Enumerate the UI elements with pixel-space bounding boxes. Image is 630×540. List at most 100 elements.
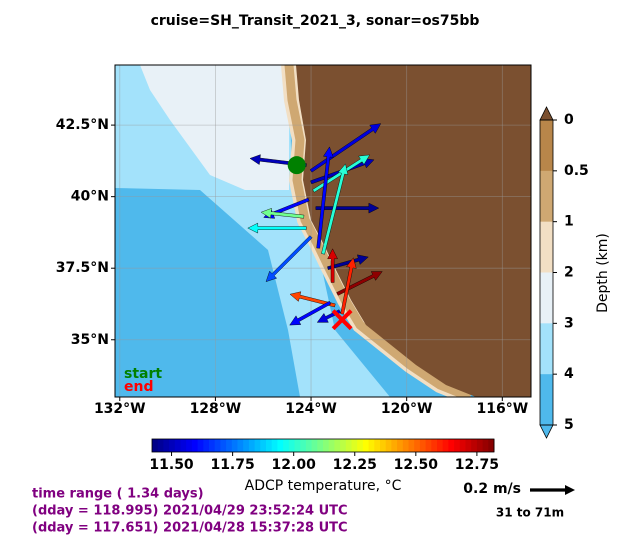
colorbar-segment	[345, 439, 352, 452]
colorbar-segment	[374, 439, 381, 452]
colorbar-segment	[391, 439, 398, 452]
colorbar-segment	[191, 439, 199, 452]
colorbar-segment	[174, 439, 181, 452]
colorbar-segment	[157, 439, 164, 452]
colorbar-segment	[288, 439, 295, 452]
colorbar-segment	[385, 439, 392, 452]
colorbar-segment	[488, 439, 495, 452]
colorbar-label: ADCP temperature, °C	[245, 478, 402, 494]
colorbar-segment	[248, 439, 256, 452]
depth-band	[540, 221, 553, 273]
colorbar-segment	[311, 439, 318, 452]
colorbar-frame	[151, 438, 495, 453]
colorbar-segment	[203, 439, 210, 452]
x-tick-label: 132°W	[94, 401, 146, 417]
colorbar-segment	[300, 439, 307, 452]
colorbar-segment	[226, 439, 233, 452]
map-frame	[114, 64, 532, 398]
colorbar-segment	[231, 439, 238, 452]
colorbar-segment	[197, 439, 204, 452]
colorbar-segment	[431, 439, 438, 452]
colorbar-segment	[425, 439, 432, 452]
depth-tick-label: 3	[564, 315, 574, 331]
time-range: time range ( 1.34 days)	[32, 487, 204, 502]
depth-tick-label: 1	[564, 214, 574, 230]
colorbar-segment	[237, 439, 244, 452]
colorbar-tick-label: 12.50	[394, 457, 439, 473]
colorbar-segment	[340, 439, 347, 452]
colorbar-segment	[317, 439, 324, 452]
colorbar-segment	[362, 439, 370, 452]
x-tick-label: 128°W	[190, 401, 242, 417]
colorbar-segment	[397, 439, 404, 452]
map-background	[115, 65, 531, 397]
colorbar-segment	[266, 439, 273, 452]
depth-band	[540, 323, 553, 375]
current-arrow	[340, 257, 357, 315]
start-marker	[287, 156, 306, 175]
depth-tick-label: 5	[564, 417, 574, 433]
depth-tick-label: 4	[564, 366, 574, 382]
colorbar-segment	[180, 439, 187, 452]
colorbar-segment	[260, 439, 267, 452]
y-tick-label: 40°N	[71, 189, 109, 205]
current-arrow	[289, 291, 336, 308]
colorbar-segment	[283, 439, 290, 452]
depth-tick-label: 2	[564, 265, 574, 281]
x-tick-label: 116°W	[476, 401, 528, 417]
colorbar-segment	[442, 439, 449, 452]
colorbar-segment	[186, 439, 193, 452]
current-arrow	[321, 163, 349, 255]
depth-tick-label: 0.5	[564, 163, 589, 179]
end-marker	[331, 309, 353, 331]
depth-band	[540, 374, 553, 426]
colorbar-segment	[408, 439, 415, 452]
depth-tick-label: 0	[564, 112, 574, 128]
time-end: (dday = 118.995) 2021/04/29 23:52:24 UTC	[32, 504, 348, 519]
colorbar-segment	[209, 439, 216, 452]
x-tick-label: 120°W	[381, 401, 433, 417]
colorbar-segment	[323, 439, 330, 452]
colorbar-tick-label: 12.00	[272, 457, 317, 473]
colorbar-segment	[482, 439, 489, 452]
current-arrow	[327, 248, 338, 283]
end-label: end	[124, 379, 153, 395]
colorbar-segment	[448, 439, 455, 452]
depth-label: Depth (km)	[595, 233, 611, 313]
colorbar-tick-label: 12.25	[333, 457, 377, 473]
current-arrow	[289, 300, 332, 326]
depth-band	[540, 170, 553, 222]
colorbar-tick-label: 11.75	[210, 457, 254, 473]
y-tick-label: 35°N	[71, 332, 109, 348]
depth-extend-top	[539, 106, 554, 121]
colorbar-segment	[351, 439, 358, 452]
colorbar-segment	[305, 439, 313, 452]
colorbar-segment	[328, 439, 335, 452]
scale-label: 0.2 m/s	[463, 481, 521, 497]
colorbar-segment	[294, 439, 301, 452]
scale-arrow	[530, 485, 575, 495]
colorbar-segment	[368, 439, 375, 452]
colorbar-segment	[380, 439, 387, 452]
colorbar-segment	[152, 439, 159, 452]
colorbar-segment	[476, 439, 484, 452]
colorbar-segment	[402, 439, 409, 452]
x-tick-label: 124°W	[285, 401, 337, 417]
colorbar-segment	[254, 439, 261, 452]
y-tick-label: 37.5°N	[56, 260, 109, 276]
colorbar-segment	[454, 439, 461, 452]
current-arrow	[316, 146, 334, 249]
colorbar-segment	[419, 439, 427, 452]
colorbar-segment	[334, 439, 341, 452]
colorbar-segment	[465, 439, 472, 452]
colorbar-tick-label: 12.75	[455, 457, 499, 473]
colorbar-tick-label: 11.50	[149, 457, 194, 473]
colorbar-segment	[357, 439, 364, 452]
colorbar-segment	[271, 439, 278, 452]
depth-range: 31 to 71m	[496, 506, 564, 520]
colorbar-segment	[243, 439, 250, 452]
colorbar-segment	[214, 439, 221, 452]
colorbar-segment	[459, 439, 466, 452]
time-start: (dday = 117.651) 2021/04/28 15:37:28 UTC	[32, 521, 348, 536]
